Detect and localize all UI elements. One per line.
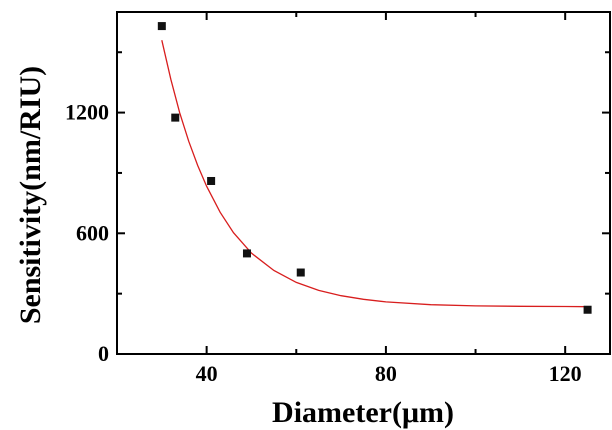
data-point xyxy=(296,268,305,277)
fit-curve-layer xyxy=(161,40,588,308)
data-point xyxy=(171,113,180,122)
plot-area xyxy=(116,11,611,355)
y-tick-label: 600 xyxy=(76,220,109,245)
plot-border xyxy=(116,11,611,355)
data-point xyxy=(207,176,216,185)
x-axis: 40 80 120 xyxy=(196,12,582,386)
x-axis-title: Diameter(μm) xyxy=(272,396,454,429)
y-axis: 0 600 1200 xyxy=(65,51,610,366)
fit-curve xyxy=(161,40,588,308)
y-tick-label: 0 xyxy=(98,341,109,366)
y-axis-title: Sensitivity(nm/RIU) xyxy=(14,66,47,324)
data-point xyxy=(157,22,166,31)
x-tick-label: 80 xyxy=(375,361,397,386)
y-tick-label: 1200 xyxy=(65,100,109,125)
data-point xyxy=(583,305,592,314)
x-tick-label: 120 xyxy=(549,361,582,386)
data-points-layer xyxy=(157,22,592,314)
data-point xyxy=(242,249,251,258)
x-tick-label: 40 xyxy=(196,361,218,386)
